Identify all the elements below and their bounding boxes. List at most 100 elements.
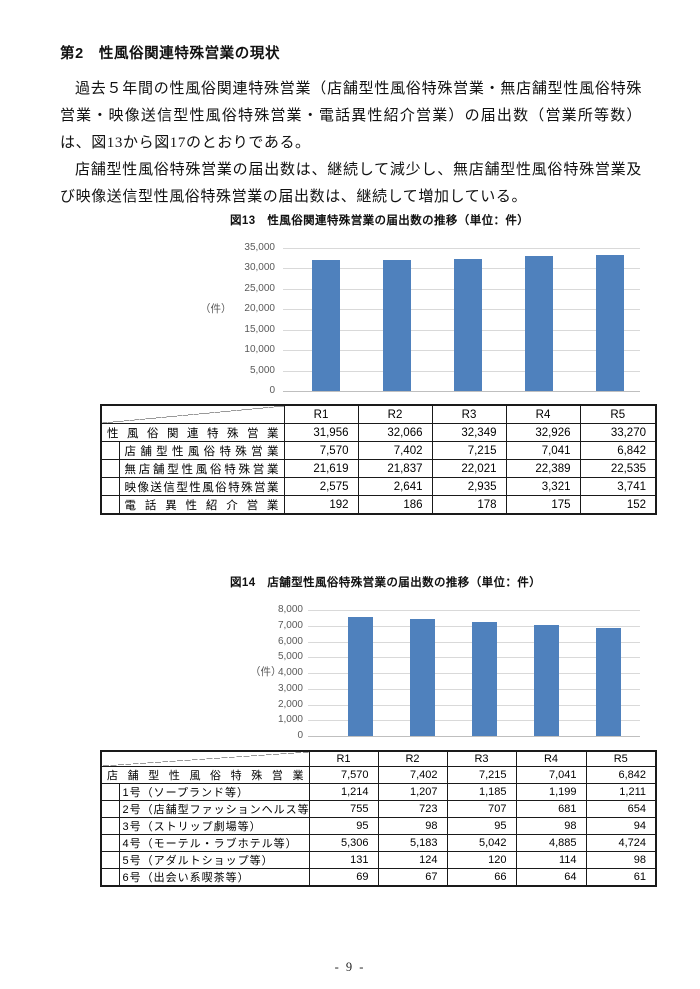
page-number: - 9 - [334,960,366,974]
y-axis: 0 5,000 10,000 15,000 20,000 25,000 30,000 35,0… [100,242,283,396]
indent-cell [100,800,120,818]
value-cell: 1,207 [377,783,448,801]
value-cell: 4,885 [515,834,587,852]
figure-13: 図13 性風俗関連特殊営業の届出数の推移（単位：件） 0 5,000 10,000 1… [100,215,657,515]
y-tick-label: 4,000 [277,667,303,678]
figure-13-bar-chart: 0 5,000 10,000 15,000 20,000 25,000 30,000 35,0… [100,242,655,396]
y-tick-label: 30,000 [244,262,275,274]
value-cell: 2,575 [283,477,359,496]
bar [383,260,412,391]
bar-slot [503,248,574,391]
bar-slots [291,248,645,391]
document-page: 第2 性風俗関連特殊営業の現状 過去５年間の性風俗関連特殊営業（店舗型性風俗特殊… [60,46,657,974]
value-cell: 69 [308,868,379,887]
value-cell: 1,211 [585,783,657,801]
table-row: 性風俗関連特殊営業 31,956 32,066 32,349 32,926 33,270 [100,423,657,442]
value-cell: 654 [585,800,657,818]
row-label-cell: 1号（ソープランド等） [118,783,310,801]
row-label-cell: 3号（ストリップ劇場等） [118,817,310,835]
row-label-cell: 4号（モーテル・ラブホテル等） [118,834,310,852]
value-cell: 21,837 [357,459,433,478]
value-cell: 7,215 [431,441,507,460]
value-cell: 7,570 [283,441,359,460]
bar-slot [574,248,645,391]
value-cell: 98 [515,817,587,835]
value-cell: 67 [377,868,448,887]
value-cell: 723 [377,800,448,818]
table-row: 4号（モーテル・ラブホテル等） 5,306 5,183 5,042 4,885 4,724 [100,834,657,852]
row-label-cell: 無店舗型性風俗特殊営業 [118,459,285,478]
value-cell: 66 [446,868,517,887]
value-cell: 152 [579,495,657,515]
value-cell: 124 [377,851,448,869]
gridline [283,248,640,249]
column-header-cell: R3 [431,404,507,424]
y-tick-label: 25,000 [244,282,275,294]
bar-slot [433,248,504,391]
body-paragraph-1: 過去５年間の性風俗関連特殊営業（店舗型性風俗特殊営業・無店舗型性風俗特殊営業・映… [60,81,642,151]
y-tick-label: 6,000 [277,635,303,647]
value-cell: 7,215 [446,766,517,784]
bar-slot [329,610,391,736]
gridline [308,610,640,611]
value-cell: 22,389 [505,459,581,478]
bar [595,255,624,391]
page-content: 第2 性風俗関連特殊営業の現状 過去５年間の性風俗関連特殊営業（店舗型性風俗特殊… [60,46,657,887]
indent-cell [100,851,120,869]
bar-slot [391,610,453,736]
y-tick-label: 8,000 [277,604,303,615]
y-tick-label: 1,000 [277,714,303,726]
bar-slot [577,610,639,736]
table-row: 電話異性紹介営業 192 186 178 175 152 [100,495,657,515]
column-header-cell: R3 [446,750,517,767]
bar [312,260,341,391]
table-header-row: R1 R2 R3 R4 R5 [100,404,657,424]
row-label-cell: 2号（店舗型ファッションヘルス等） [118,800,310,818]
indent-cell [100,834,120,852]
body-paragraph-2: 店舗型性風俗特殊営業の届出数は、継続して減少し、無店舗型性風俗特殊営業及び映像送… [60,162,642,205]
value-cell: 5,306 [308,834,379,852]
table-row: 店舗型性風俗特殊営業 7,570 7,402 7,215 7,041 6,842 [100,766,657,784]
value-cell: 120 [446,851,517,869]
column-header-cell: R2 [377,750,448,767]
row-label-cell: 5号（アダルトショップ等） [118,851,310,869]
indent-cell [100,441,120,460]
value-cell: 131 [308,851,379,869]
column-header-cell: R4 [505,404,581,424]
value-cell: 21,619 [283,459,359,478]
row-label-cell: 店舗型性風俗特殊営業 [118,441,285,460]
value-cell: 114 [515,851,587,869]
value-cell: 707 [446,800,517,818]
indent-cell [100,477,120,496]
column-header-cell: R5 [585,750,657,767]
column-header-cell: R2 [357,404,433,424]
indent-cell [100,817,120,835]
row-label-cell: 性風俗関連特殊営業 [100,423,285,442]
y-tick-label: 35,000 [244,242,275,253]
bar [533,625,559,736]
value-cell: 7,402 [357,441,433,460]
table-row: 店舗型性風俗特殊営業 7,570 7,402 7,215 7,041 6,842 [100,441,657,460]
value-cell: 3,321 [505,477,581,496]
value-cell: 175 [505,495,581,515]
row-label-cell: 6号（出会い系喫茶等） [118,868,310,887]
y-tick-label: 5,000 [249,364,275,376]
value-cell: 22,535 [579,459,657,478]
column-header-cell: R1 [283,404,359,424]
value-cell: 32,066 [357,423,433,442]
section-heading: 第2 性風俗関連特殊営業の現状 [60,46,281,62]
value-cell: 1,199 [515,783,587,801]
bar-slot [362,248,433,391]
bar [595,628,621,736]
x-axis-line [283,391,640,392]
value-cell: 31,956 [283,423,359,442]
figure-14-title: 図14 店舗型性風俗特殊営業の届出数の推移（単位：件） [230,577,542,589]
value-cell: 64 [515,868,587,887]
figure-14-bar-chart: 0 1,000 2,000 3,000 4,000 5,000 6,000 7,000 8,00… [100,604,655,741]
y-tick-label: 3,000 [277,682,303,694]
value-cell: 2,935 [431,477,507,496]
value-cell: 61 [585,868,657,887]
value-cell: 22,021 [431,459,507,478]
table-row: 2号（店舗型ファッションヘルス等） 755 723 707 681 654 [100,800,657,818]
value-cell: 95 [308,817,379,835]
